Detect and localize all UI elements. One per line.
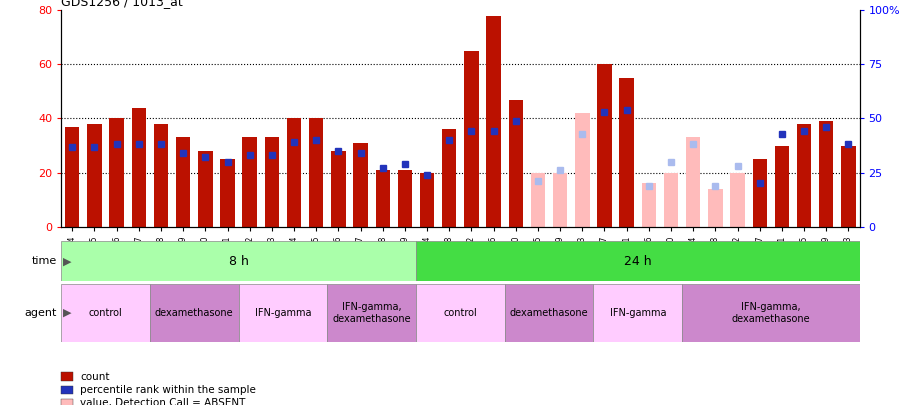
Text: ▶: ▶ (63, 308, 71, 318)
Text: IFN-gamma: IFN-gamma (609, 308, 666, 318)
Bar (775, 145, 789, 227)
Bar (375, 170, 390, 227)
Bar (287, 118, 302, 227)
Bar (819, 121, 833, 227)
Bar (730, 173, 744, 227)
Bar (505, 284, 593, 342)
Bar (642, 183, 656, 227)
Bar (328, 284, 416, 342)
Bar (416, 284, 505, 342)
Text: dexamethasone: dexamethasone (155, 308, 234, 318)
Bar (87, 124, 102, 227)
Bar (575, 113, 590, 227)
Bar (110, 118, 124, 227)
Bar (65, 127, 79, 227)
Text: dexamethasone: dexamethasone (509, 308, 589, 318)
Bar (664, 173, 679, 227)
Text: IFN-gamma,
dexamethasone: IFN-gamma, dexamethasone (732, 302, 810, 324)
Bar (398, 170, 412, 227)
Bar (61, 241, 416, 281)
Bar (61, 284, 150, 342)
Text: control: control (89, 308, 122, 318)
Bar (593, 284, 682, 342)
Bar (331, 151, 346, 227)
Bar (265, 137, 279, 227)
Text: ▶: ▶ (63, 256, 71, 266)
Bar (619, 78, 634, 227)
Text: value, Detection Call = ABSENT: value, Detection Call = ABSENT (80, 399, 246, 405)
Text: 24 h: 24 h (624, 255, 652, 268)
Bar (176, 137, 191, 227)
Text: IFN-gamma: IFN-gamma (255, 308, 311, 318)
Bar (242, 137, 256, 227)
Bar (842, 145, 856, 227)
Bar (598, 64, 612, 227)
Bar (708, 189, 723, 227)
Bar (486, 15, 500, 227)
Bar (220, 159, 235, 227)
Bar (309, 118, 323, 227)
Bar (752, 159, 767, 227)
Text: time: time (32, 256, 57, 266)
Bar (238, 284, 328, 342)
Text: control: control (444, 308, 477, 318)
Bar (420, 173, 435, 227)
Text: GDS1256 / 1013_at: GDS1256 / 1013_at (61, 0, 183, 8)
Bar (508, 100, 523, 227)
Text: count: count (80, 372, 110, 382)
Bar (553, 173, 567, 227)
Bar (131, 108, 146, 227)
Bar (464, 51, 479, 227)
Bar (150, 284, 238, 342)
Bar (531, 173, 545, 227)
Bar (442, 129, 456, 227)
Bar (198, 151, 212, 227)
Bar (796, 124, 811, 227)
Text: agent: agent (24, 308, 57, 318)
Text: percentile rank within the sample: percentile rank within the sample (80, 385, 256, 395)
Bar (682, 284, 860, 342)
Text: 8 h: 8 h (229, 255, 248, 268)
Bar (154, 124, 168, 227)
Text: IFN-gamma,
dexamethasone: IFN-gamma, dexamethasone (332, 302, 411, 324)
Bar (354, 143, 368, 227)
Bar (416, 241, 860, 281)
Bar (686, 137, 700, 227)
